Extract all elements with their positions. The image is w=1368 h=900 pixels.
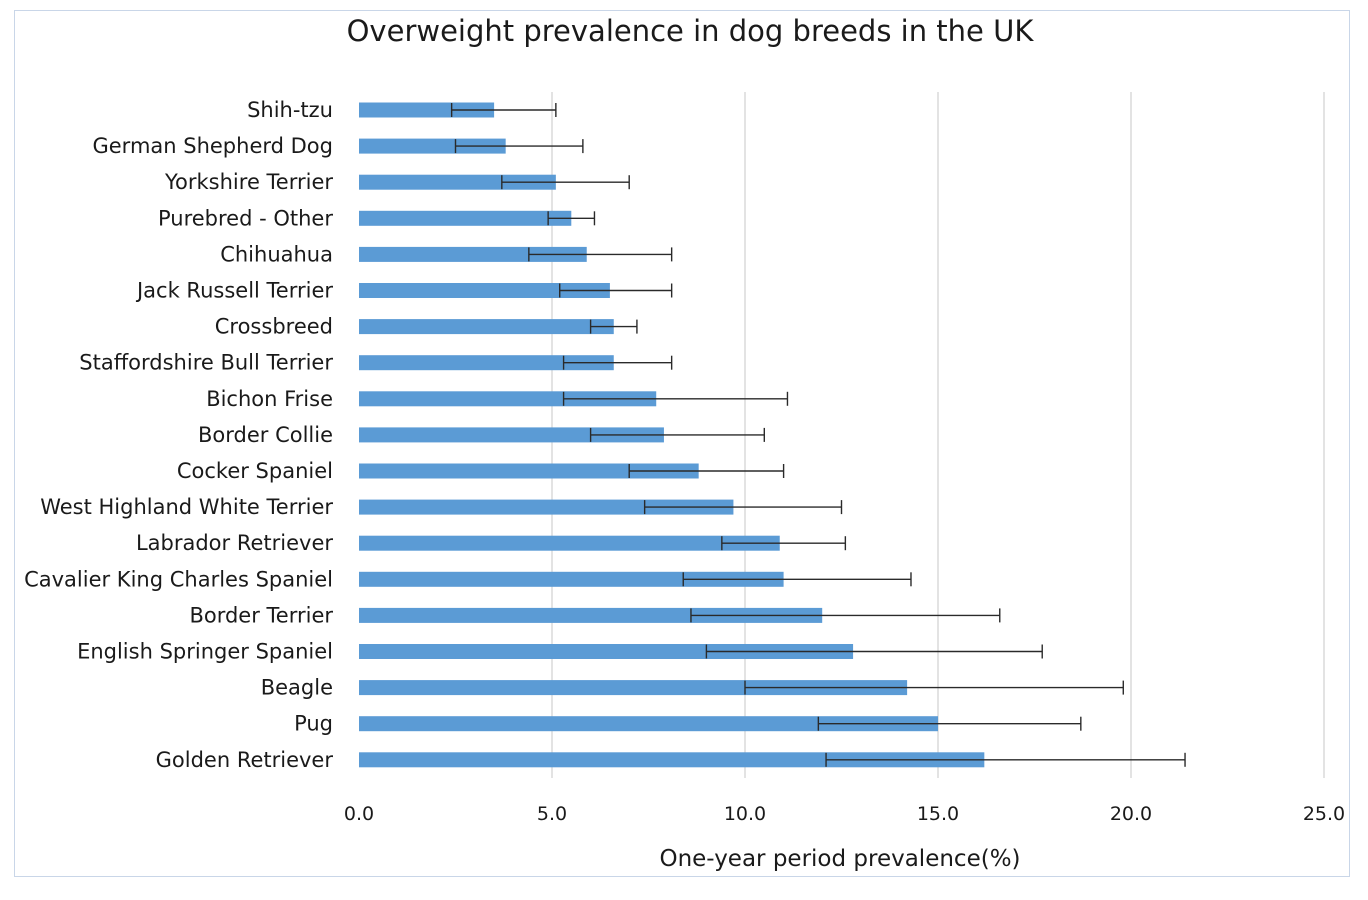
x-axis-title: One-year period prevalence(%)	[659, 846, 1020, 872]
category-label: English Springer Spaniel	[77, 640, 333, 664]
category-label: Crossbreed	[215, 315, 333, 339]
error-bar	[589, 427, 765, 442]
category-label: Cavalier King Charles Spaniel	[24, 567, 333, 591]
error-bar	[589, 319, 638, 334]
category-label: Labrador Retriever	[136, 531, 333, 555]
category-label: Chihuahua	[220, 242, 333, 266]
error-bar	[528, 247, 673, 262]
x-tick-labels: 0.0 5.0 10.0 15.0 20.0 25.0	[344, 803, 1345, 825]
error-bar	[705, 644, 1043, 659]
error-bar	[562, 355, 673, 370]
error-bars-group	[450, 103, 1186, 767]
x-tick-label: 5.0	[537, 803, 567, 825]
category-label: Beagle	[261, 676, 333, 700]
error-bar	[547, 211, 596, 226]
error-bar	[501, 175, 630, 190]
bar	[359, 355, 614, 371]
bar	[359, 102, 495, 118]
chart-frame	[14, 10, 1350, 877]
category-label: Jack Russell Terrier	[135, 279, 333, 303]
bar	[359, 210, 572, 226]
bar	[359, 463, 699, 479]
bar	[359, 174, 556, 190]
bar	[359, 680, 908, 696]
x-tick-label: 25.0	[1303, 803, 1345, 825]
error-bar	[744, 680, 1124, 695]
bars-group	[359, 102, 985, 768]
error-bar	[825, 752, 1186, 767]
x-tick-label: 10.0	[724, 803, 766, 825]
error-bar	[682, 572, 912, 587]
error-bar	[628, 464, 785, 478]
category-label: Golden Retriever	[156, 748, 334, 772]
error-bar	[721, 536, 847, 551]
error-bar	[817, 716, 1082, 731]
error-bar	[450, 103, 557, 117]
bar	[359, 535, 780, 551]
bar	[359, 138, 506, 154]
bar	[359, 246, 587, 262]
error-bar	[562, 391, 789, 406]
bar	[359, 571, 784, 587]
category-label: Purebred - Other	[158, 206, 333, 230]
x-tick-label: 15.0	[917, 803, 959, 825]
bar	[359, 499, 734, 515]
category-labels: Shih-tzu German Shepherd Dog Yorkshire Ter…	[24, 98, 333, 772]
chart-title: Overweight prevalence in dog breeds in t…	[347, 14, 1035, 48]
category-label: Cocker Spaniel	[177, 459, 333, 483]
category-label: West Highland White Terrier	[40, 495, 333, 519]
category-label: Pug	[294, 712, 333, 736]
x-tick-label: 20.0	[1110, 803, 1152, 825]
category-label: Border Collie	[198, 423, 333, 447]
bar	[359, 716, 938, 732]
category-label: Bichon Frise	[206, 387, 333, 411]
category-label: German Shepherd Dog	[92, 134, 333, 158]
bar	[359, 283, 610, 298]
bar	[359, 644, 854, 659]
bar	[359, 319, 614, 335]
category-label: Yorkshire Terrier	[164, 170, 333, 194]
error-bar	[454, 139, 584, 154]
bar	[359, 391, 657, 407]
error-bar	[559, 283, 673, 298]
category-label: Staffordshire Bull Terrier	[79, 351, 333, 375]
category-label: Border Terrier	[189, 603, 333, 627]
error-bar	[690, 608, 1001, 623]
x-tick-label: 0.0	[344, 803, 374, 825]
category-label: Shih-tzu	[247, 98, 333, 122]
bar	[359, 607, 823, 623]
error-bar	[643, 500, 843, 515]
bar	[359, 752, 985, 768]
bar	[359, 427, 664, 443]
